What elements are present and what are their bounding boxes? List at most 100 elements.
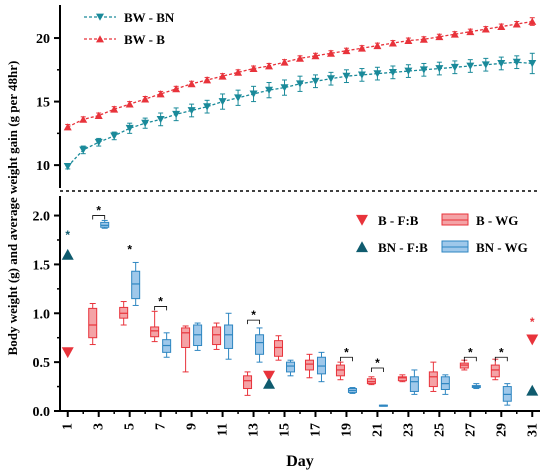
ratio-point bbox=[526, 384, 539, 396]
data-point bbox=[141, 95, 150, 103]
box bbox=[409, 376, 419, 392]
ratio-point bbox=[61, 248, 74, 260]
data-point bbox=[435, 65, 444, 73]
significance-star: * bbox=[375, 356, 380, 370]
data-point bbox=[450, 63, 459, 72]
data-point bbox=[79, 146, 88, 154]
data-point bbox=[156, 115, 165, 124]
data-point bbox=[373, 41, 382, 50]
significance-bracket bbox=[371, 367, 384, 372]
top-y-tick-label: 20 bbox=[36, 32, 50, 47]
data-point bbox=[357, 71, 366, 79]
x-tick-label: 31 bbox=[525, 423, 540, 437]
significance-star: * bbox=[127, 243, 132, 257]
bottom-y-tick-label: 1.5 bbox=[33, 258, 51, 273]
legend-label: BW - B bbox=[124, 32, 165, 47]
legend-label: BN - WG bbox=[476, 240, 528, 255]
data-point bbox=[265, 62, 274, 70]
data-point bbox=[125, 100, 134, 108]
significance-bracket bbox=[92, 215, 106, 220]
data-point bbox=[94, 111, 103, 119]
data-point bbox=[141, 119, 150, 127]
data-point bbox=[481, 61, 490, 69]
box bbox=[286, 361, 296, 373]
box bbox=[397, 376, 407, 382]
data-point bbox=[218, 98, 227, 106]
data-point bbox=[280, 58, 289, 66]
data-point bbox=[311, 52, 320, 60]
x-tick-label: 7 bbox=[154, 423, 169, 430]
data-point bbox=[280, 84, 289, 92]
ratio-point bbox=[263, 370, 276, 382]
x-tick-label: 17 bbox=[308, 423, 323, 437]
data-point bbox=[357, 44, 366, 52]
bottom-y-tick-label: 0.0 bbox=[33, 405, 51, 420]
data-point bbox=[326, 49, 335, 57]
data-point bbox=[110, 132, 119, 140]
significance-star: * bbox=[251, 308, 256, 322]
box bbox=[304, 359, 314, 371]
significance-star: * bbox=[499, 345, 504, 359]
ratio-point bbox=[263, 377, 276, 389]
x-tick-label: 29 bbox=[494, 423, 509, 437]
box bbox=[274, 340, 284, 357]
bottom-y-tick-label: 1.0 bbox=[33, 307, 51, 322]
box bbox=[224, 324, 234, 349]
data-point bbox=[296, 80, 304, 88]
x-tick-label: 13 bbox=[247, 423, 262, 437]
data-point bbox=[497, 60, 506, 68]
significance-bracket bbox=[340, 356, 353, 362]
data-point bbox=[404, 36, 413, 44]
data-point bbox=[156, 90, 165, 98]
x-tick-label: 3 bbox=[92, 423, 107, 430]
data-point bbox=[234, 94, 243, 102]
ratio-point bbox=[526, 334, 539, 346]
data-point bbox=[450, 30, 459, 38]
data-point bbox=[466, 27, 475, 36]
data-point bbox=[234, 68, 243, 76]
box bbox=[428, 371, 438, 388]
data-point bbox=[187, 79, 196, 88]
data-point bbox=[528, 60, 537, 68]
legend-label: BN - F:B bbox=[378, 240, 428, 255]
significance-star: * bbox=[96, 204, 101, 218]
significance-star: * bbox=[158, 294, 163, 308]
box bbox=[181, 327, 191, 348]
legend-label: BW - BN bbox=[124, 10, 175, 25]
data-point bbox=[326, 75, 335, 83]
significance-bracket bbox=[463, 356, 477, 362]
data-point bbox=[528, 17, 537, 25]
significance-bracket bbox=[154, 306, 168, 311]
x-tick-label: 5 bbox=[123, 423, 138, 430]
top-y-tick-label: 10 bbox=[36, 159, 50, 174]
x-axis-label: Day bbox=[286, 453, 314, 470]
marks-group: * * * * * * * * * * bbox=[61, 17, 539, 407]
data-point bbox=[172, 85, 181, 93]
x-tick-label: 27 bbox=[463, 423, 478, 437]
significance-star: * bbox=[344, 345, 349, 359]
data-point bbox=[63, 123, 72, 131]
data-point bbox=[373, 70, 382, 78]
data-point bbox=[249, 64, 258, 72]
data-point bbox=[512, 58, 521, 66]
legend-label: B - F:B bbox=[378, 213, 419, 228]
x-tick-label: 9 bbox=[185, 423, 200, 430]
x-tick-label: 11 bbox=[216, 423, 231, 436]
data-point bbox=[497, 22, 506, 31]
data-point bbox=[187, 107, 196, 115]
data-point bbox=[435, 32, 444, 41]
bottom-y-tick-label: 0.5 bbox=[33, 356, 51, 371]
significance-bracket bbox=[247, 319, 260, 325]
legend-marker bbox=[96, 13, 104, 21]
point-star: * bbox=[65, 228, 70, 242]
x-tick-label: 25 bbox=[432, 423, 447, 437]
top-y-tick-label: 15 bbox=[36, 96, 50, 111]
box bbox=[490, 364, 500, 378]
data-point bbox=[249, 90, 258, 98]
significance-star: * bbox=[468, 345, 473, 359]
data-point bbox=[342, 72, 351, 80]
box bbox=[150, 326, 160, 338]
box bbox=[131, 270, 141, 300]
x-tick-label: 1 bbox=[61, 423, 76, 430]
